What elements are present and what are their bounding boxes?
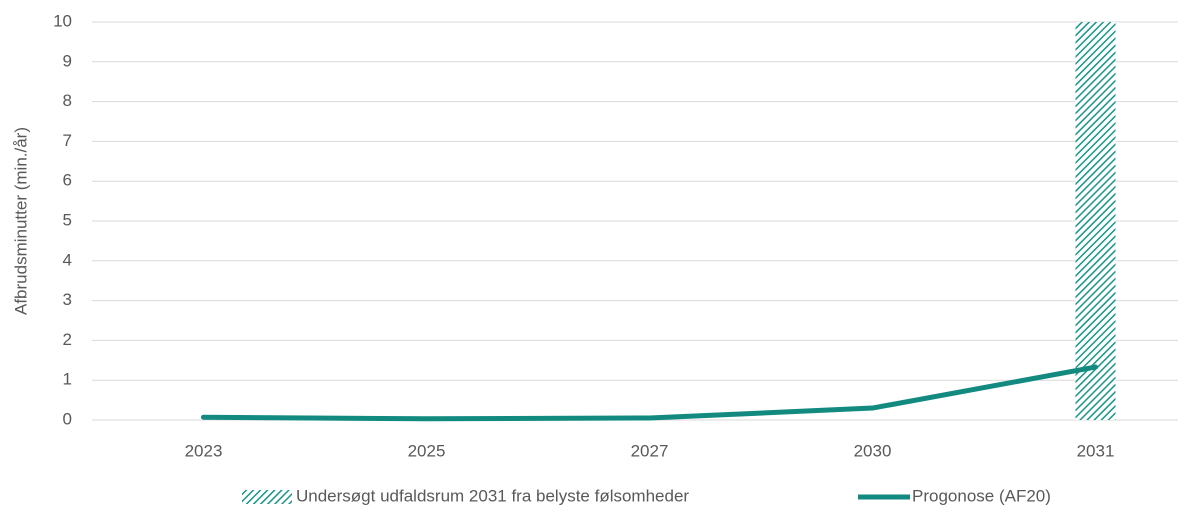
- x-tick-label: 2030: [854, 441, 892, 460]
- line: [201, 364, 1098, 422]
- y-tick-label: 4: [63, 250, 72, 269]
- y-tick-label: 3: [63, 290, 72, 309]
- legend-swatch: [242, 490, 292, 504]
- y-tick-label: 1: [63, 370, 72, 389]
- legend-label: Progonose (AF20): [912, 486, 1051, 505]
- y-tick-label: 6: [63, 171, 72, 190]
- y-tick-label: 0: [63, 409, 72, 428]
- y-axis-label: Afbrudsminutter (min./år): [11, 127, 30, 315]
- x-tick-label: 2031: [1077, 441, 1115, 460]
- y-tick-label: 7: [63, 131, 72, 150]
- y-tick-label: 10: [53, 11, 72, 30]
- x-tick-label: 2027: [631, 441, 669, 460]
- x-tick-label: 2025: [408, 441, 446, 460]
- y-tick-label: 5: [63, 210, 72, 229]
- y-tick-label: 2: [63, 330, 72, 349]
- legend-label: Undersøgt udfaldsrum 2031 fra belyste fø…: [296, 486, 689, 505]
- y-tick-label: 8: [63, 91, 72, 110]
- bar: [1075, 22, 1116, 420]
- x-tick-label: 2023: [185, 441, 223, 460]
- y-tick-label: 9: [63, 51, 72, 70]
